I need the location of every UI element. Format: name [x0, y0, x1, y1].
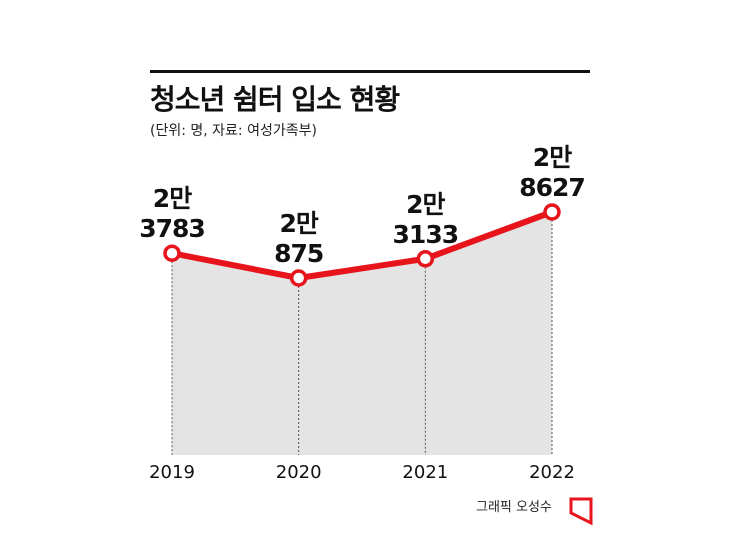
series-line — [169, 209, 555, 281]
data-label-2021-man: 2만 — [406, 190, 445, 219]
chart-title: 청소년 쉼터 입소 현황 — [150, 83, 400, 116]
data-label-2022-rest: 8627 — [519, 173, 585, 202]
area-fill — [172, 212, 552, 455]
x-tick-2019: 2019 — [149, 462, 195, 483]
graphic-credit: 그래픽 오성수 — [476, 500, 552, 515]
x-tick-2021: 2021 — [402, 462, 448, 483]
data-point-2021 — [416, 250, 435, 268]
data-label-2021-rest: 3133 — [393, 220, 459, 249]
x-tick-2020: 2020 — [276, 462, 322, 483]
data-point-2022 — [543, 203, 561, 221]
area-layer — [172, 212, 552, 455]
data-point-2020 — [289, 269, 308, 287]
newspaper-logo-icon — [569, 497, 593, 526]
data-label-2019-man: 2만 — [153, 184, 192, 213]
data-label-2020-rest: 875 — [274, 239, 323, 268]
data-label-2019-rest: 3783 — [139, 214, 205, 243]
x-tick-2022: 2022 — [529, 462, 575, 483]
drop-lines — [171, 220, 553, 455]
line-layer — [169, 209, 555, 281]
x-ticks-layer: 2019 2020 2021 2022 — [149, 462, 575, 483]
chart-subtitle: (단위: 명, 자료: 여성가족부) — [150, 123, 317, 139]
data-point-2019 — [163, 244, 181, 262]
points-layer — [163, 203, 561, 287]
data-label-2020-man: 2만 — [279, 209, 318, 238]
top-rule — [150, 70, 590, 73]
data-label-2022-man: 2만 — [533, 143, 572, 172]
